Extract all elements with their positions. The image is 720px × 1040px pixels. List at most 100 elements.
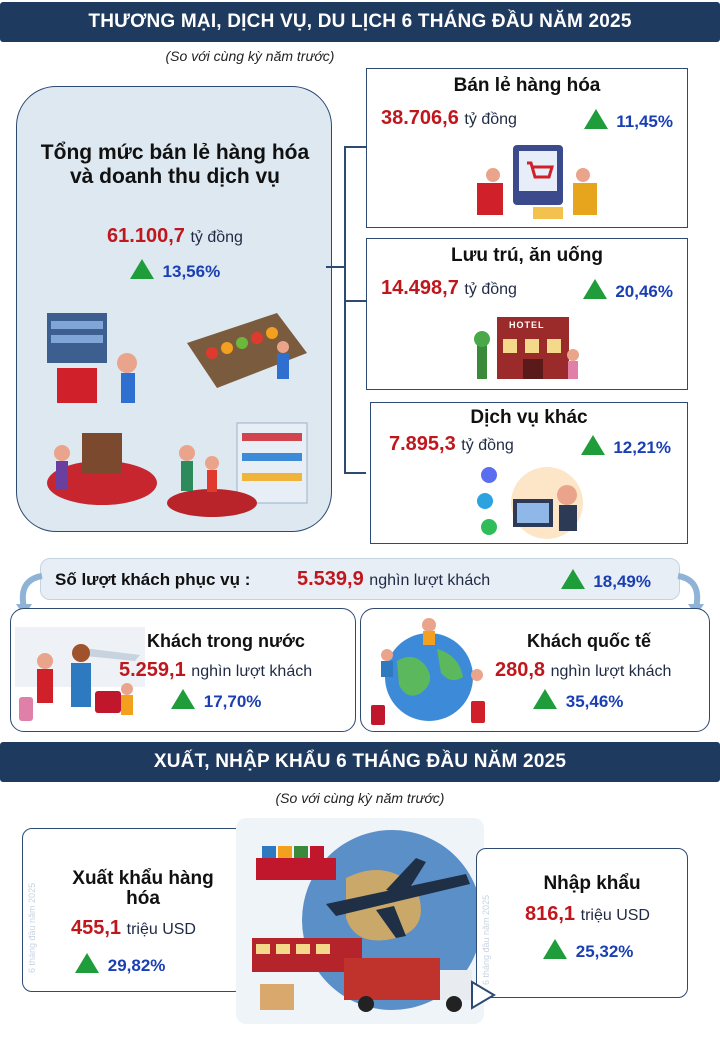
visitors-label: Số lượt khách phục vụ : [55, 570, 251, 589]
other-change: 12,21% [613, 438, 671, 457]
hotel-sign: HOTEL [509, 320, 545, 330]
total-title: Tổng mức bán lẻ hàng hóa và doanh thu dị… [40, 141, 310, 188]
retail-value-line: 38.706,6 tỷ đồng [381, 107, 517, 130]
total-value-line: 61.100,7 tỷ đồng [17, 225, 333, 248]
export-title: Xuất khẩu hàng hóa [72, 868, 214, 909]
trade-banner-title: THƯƠNG MẠI, DỊCH VỤ, DU LỊCH 6 THÁNG ĐẦU… [88, 11, 632, 32]
other-card: Dịch vụ khác 7.895,3 tỷ đồng 12,21% [370, 402, 688, 544]
retail-unit: tỷ đồng [464, 111, 517, 128]
other-unit: tỷ đồng [461, 437, 514, 454]
other-value-line: 7.895,3 tỷ đồng [389, 433, 514, 456]
domestic-value-line: 5.259,1 nghìn lượt khách [119, 659, 312, 682]
export-card: 6 tháng đầu năm 2025 Xuất khẩu hàng hóa … [22, 828, 244, 992]
total-value: 61.100,7 [107, 225, 185, 247]
retail-change-line: 11,45% [583, 109, 673, 132]
export-unit: triệu USD [126, 921, 196, 938]
import-change-line: 25,32% [543, 939, 633, 962]
export-value: 455,1 [71, 917, 122, 939]
import-side-label: 6 tháng đầu năm 2025 [481, 894, 491, 985]
trade-note: (So với cùng kỳ năm trước) [165, 48, 335, 64]
total-change: 13,56% [162, 262, 221, 281]
international-unit: nghìn lượt khách [550, 663, 672, 680]
connector-retail [344, 146, 366, 148]
exim-banner-title: XUẤT, NHẬP KHẨU 6 THÁNG ĐẦU NĂM 2025 [153, 751, 567, 772]
exim-banner: XUẤT, NHẬP KHẨU 6 THÁNG ĐẦU NĂM 2025 [0, 742, 720, 782]
retail-card: Bán lẻ hàng hóa 38.706,6 tỷ đồng 11,45% [366, 68, 688, 228]
lodging-title: Lưu trú, ăn uống [450, 245, 603, 266]
visitors-change: 18,49% [593, 572, 651, 591]
airplane-icon [326, 858, 470, 938]
retail-value: 38.706,6 [381, 107, 459, 129]
export-change: 29,82% [107, 956, 166, 975]
export-change-line: 29,82% [75, 953, 165, 976]
total-change-line: 13,56% [17, 259, 333, 282]
visitors-change-line: 18,49% [560, 569, 651, 592]
import-value: 816,1 [525, 903, 576, 925]
retail-change: 11,45% [616, 112, 673, 131]
international-change: 35,46% [565, 692, 624, 711]
promo-stand-icon [47, 313, 137, 403]
other-title: Dịch vụ khác [470, 407, 588, 428]
train-icon [252, 938, 362, 972]
up-arrow-icon [583, 109, 608, 129]
pointer-right-icon-2 [471, 980, 496, 1010]
ship-icon [256, 846, 336, 880]
export-value-line: 455,1 triệu USD [71, 917, 196, 940]
up-arrow-icon [582, 279, 607, 299]
transport-illustration [236, 818, 484, 1024]
up-arrow-icon [75, 953, 99, 973]
lodging-card: Lưu trú, ăn uống 14.498,7 tỷ đồng 20,46%… [366, 238, 688, 390]
other-change-line: 12,21% [580, 435, 671, 458]
international-card: Khách quốc tế 280,8 nghìn lượt khách 35,… [360, 608, 710, 732]
up-arrow-icon [560, 569, 585, 589]
domestic-change-line: 17,70% [171, 689, 261, 712]
supermarket-shelf-icon [167, 422, 308, 517]
international-value-line: 280,8 nghìn lượt khách [495, 659, 671, 682]
total-card: Tổng mức bán lẻ hàng hóa và doanh thu dị… [16, 86, 332, 532]
visitors-pill: Số lượt khách phục vụ : 5.539,9 nghìn lư… [40, 558, 680, 600]
domestic-unit: nghìn lượt khách [191, 663, 313, 680]
fruit-stall-icon [187, 313, 307, 388]
hotel-icon: HOTEL [473, 311, 593, 385]
export-side-label: 6 tháng đầu năm 2025 [27, 882, 37, 973]
up-arrow-icon [129, 259, 154, 279]
up-arrow-icon [580, 435, 605, 455]
transport-graphic [252, 830, 482, 1012]
import-unit: triệu USD [580, 907, 650, 924]
up-arrow-icon [533, 689, 557, 709]
lodging-value-line: 14.498,7 tỷ đồng [381, 277, 517, 300]
total-unit: tỷ đồng [190, 229, 243, 246]
globe-icon [371, 618, 485, 725]
other-value: 7.895,3 [389, 433, 456, 455]
lodging-unit: tỷ đồng [464, 281, 517, 298]
trade-banner: THƯƠNG MẠI, DỊCH VỤ, DU LỊCH 6 THÁNG ĐẦU… [0, 2, 720, 42]
domestic-card: Khách trong nước 5.259,1 nghìn lượt khác… [10, 608, 356, 732]
up-arrow-icon [171, 689, 195, 709]
import-title: Nhập khẩu [543, 873, 641, 894]
up-arrow-icon [543, 939, 567, 959]
connector-vertical [344, 146, 346, 474]
import-change: 25,32% [575, 942, 634, 961]
import-value-line: 816,1 triệu USD [525, 903, 650, 926]
shopping-illustration [47, 313, 308, 517]
international-change-line: 35,46% [533, 689, 623, 712]
visitors-value: 5.539,9 [297, 568, 364, 590]
lodging-change: 20,46% [615, 282, 673, 301]
exim-note: (So với cùng kỳ năm trước) [275, 790, 445, 806]
services-icon [477, 467, 583, 539]
domestic-value: 5.259,1 [119, 659, 186, 681]
domestic-change: 17,70% [203, 692, 262, 711]
visitors-value-line: 5.539,9 nghìn lượt khách [297, 568, 490, 591]
lodging-value: 14.498,7 [381, 277, 459, 299]
domestic-title: Khách trong nước [147, 631, 305, 651]
retail-title: Bán lẻ hàng hóa [453, 75, 601, 96]
travel-icon [15, 627, 145, 721]
shopping-icon [477, 145, 597, 219]
connector-total [326, 266, 346, 268]
checkout-counter-icon [47, 433, 157, 505]
connector-lodging [344, 300, 366, 302]
international-title: Khách quốc tế [527, 631, 652, 651]
import-card: 6 tháng đầu năm 2025 Nhập khẩu 816,1 tri… [476, 848, 688, 998]
international-value: 280,8 [495, 659, 546, 681]
connector-other [344, 472, 366, 474]
